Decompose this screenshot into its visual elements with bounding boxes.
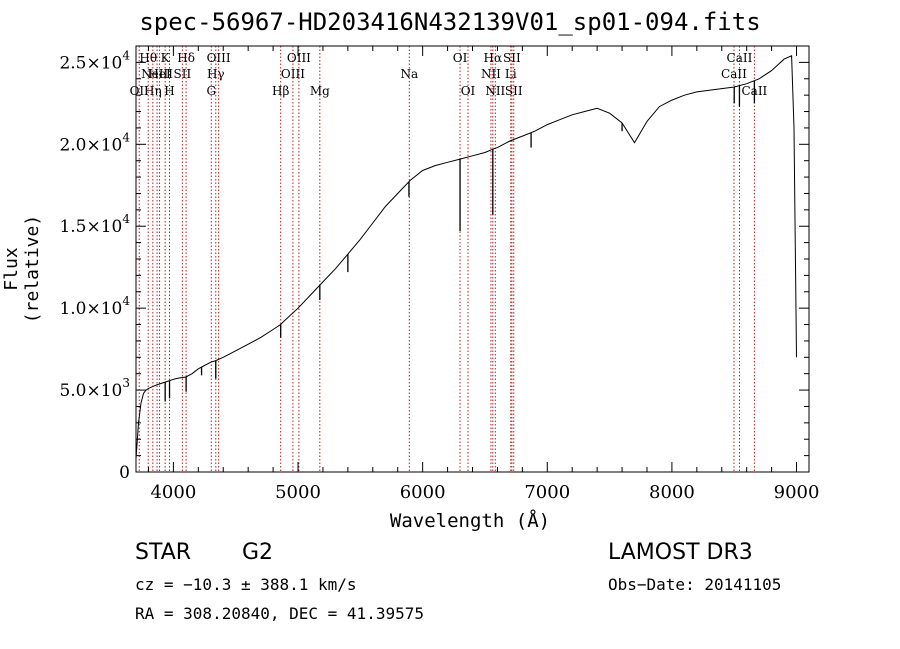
- spectrum-line: [135, 55, 797, 459]
- line-marker-label: Hδ: [177, 51, 195, 65]
- survey-name: LAMOST DR3: [608, 540, 753, 565]
- x-tick-label: 5000: [275, 482, 321, 503]
- line-marker-label: Na: [400, 67, 418, 81]
- line-markers: [138, 46, 755, 472]
- line-marker-label: HeI: [148, 67, 171, 81]
- x-tick-label: 4000: [150, 482, 196, 503]
- line-marker-label: CaII: [721, 67, 747, 81]
- line-marker-label: NII: [481, 67, 501, 81]
- object-class: STAR: [135, 540, 192, 565]
- line-marker-label: Hγ: [207, 67, 225, 81]
- x-axis-ticks: 4000 5000 6000 7000 8000 9000: [147, 46, 820, 503]
- x-tick-label: 9000: [774, 482, 820, 503]
- line-marker-label: OI: [453, 51, 468, 65]
- y-tick-label: 1.0×104: [59, 294, 130, 319]
- line-marker-label: G: [206, 84, 216, 98]
- y-tick-label: 1.5×104: [59, 212, 130, 237]
- absorption-dips: [164, 80, 756, 402]
- line-marker-label: Mg: [310, 84, 330, 98]
- y-axis-ticks: 0 5.0×103 1.0×104 1.5×104 2.0×104 2.5×104: [59, 48, 809, 483]
- line-marker-label: SII: [505, 84, 523, 98]
- y-tick-label: 5.0×103: [59, 376, 130, 401]
- x-axis-label: Wavelength (Å): [389, 510, 551, 532]
- y-tick-label: 2.5×104: [59, 48, 130, 73]
- observation-date: Obs−Date: 20141105: [608, 575, 782, 594]
- line-marker-label: OIII: [207, 51, 231, 65]
- chart-title: spec-56967-HD203416N432139V01_sp01-094.f…: [139, 8, 761, 36]
- coordinates: RA = 308.20840, DEC = 41.39575: [135, 604, 424, 623]
- x-tick-label: 8000: [649, 482, 695, 503]
- line-marker-label: K: [161, 51, 171, 65]
- line-marker-label: CaII: [727, 51, 753, 65]
- line-marker-label: H: [164, 84, 174, 98]
- line-marker-label: NeIII: [141, 67, 173, 81]
- line-marker-label: Hθ: [139, 51, 157, 65]
- line-marker-label: OIII: [281, 67, 305, 81]
- line-marker-label: Hα: [484, 51, 503, 65]
- line-marker-label: OI: [461, 84, 476, 98]
- line-marker-labels: OIIHθHηNeIIIHeIKHSIIHδGHγOIIIHβOIIIOIIIM…: [130, 51, 768, 98]
- line-marker-label: SII: [174, 67, 192, 81]
- y-tick-label: 0: [119, 463, 130, 483]
- line-marker-label: SII: [503, 51, 521, 65]
- line-marker-label: Hβ: [272, 84, 289, 98]
- line-marker-label: Li: [505, 67, 517, 81]
- line-marker-label: OII: [130, 84, 150, 98]
- line-marker-label: Hη: [144, 84, 162, 98]
- spectral-subclass: G2: [242, 540, 274, 565]
- line-marker-label: NII: [485, 84, 505, 98]
- redshift-cz: cz = −10.3 ± 388.1 km/s: [135, 575, 357, 594]
- y-axis-label: Flux (relative): [1, 214, 43, 324]
- x-tick-label: 6000: [400, 482, 446, 503]
- x-tick-label: 7000: [524, 482, 570, 503]
- plot-frame: [135, 45, 810, 473]
- y-tick-label: 2.0×104: [59, 130, 130, 155]
- line-marker-label: OIII: [287, 51, 311, 65]
